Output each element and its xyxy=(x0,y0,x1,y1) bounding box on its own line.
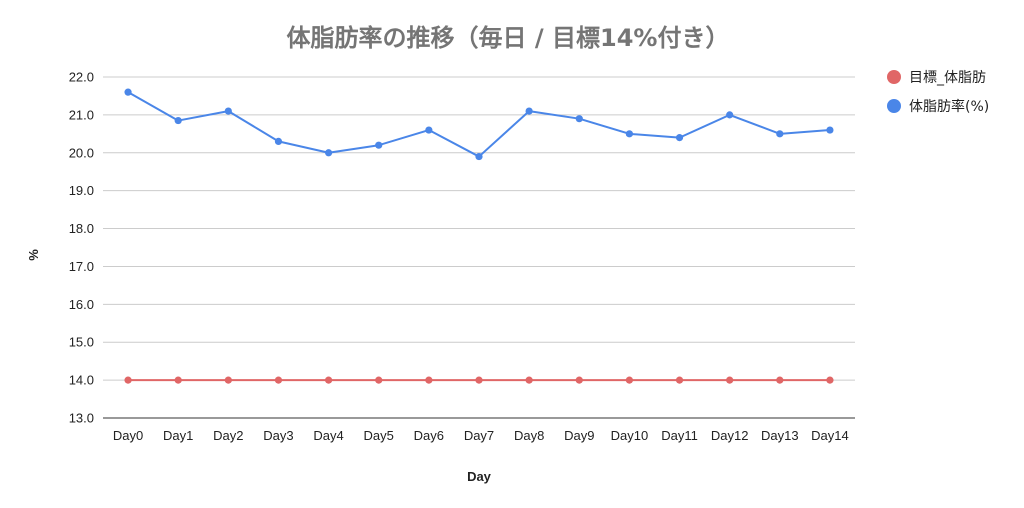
y-tick-label: 16.0 xyxy=(69,297,94,312)
y-tick-label: 19.0 xyxy=(69,183,94,198)
data-point xyxy=(224,376,232,384)
data-point xyxy=(625,376,634,384)
x-tick-label: Day9 xyxy=(564,428,594,443)
x-axis-title: Day xyxy=(467,469,492,484)
x-axis-ticks: Day0 Day1 Day2 Day3 Day4 Day5 Day6 Day7 Day8 Day9… xyxy=(113,428,849,443)
series-layer xyxy=(124,88,834,384)
x-tick-label: Day1 xyxy=(163,428,193,443)
data-point xyxy=(124,376,132,384)
y-axis-title: % xyxy=(26,249,41,261)
x-tick-label: Day10 xyxy=(611,428,649,443)
y-tick-label: 15.0 xyxy=(69,335,94,350)
y-tick-label: 14.0 xyxy=(69,373,94,388)
x-tick-label: Day13 xyxy=(761,428,799,443)
data-point xyxy=(826,126,834,134)
series-line xyxy=(127,91,831,158)
data-point xyxy=(776,130,784,138)
x-tick-label: Day12 xyxy=(711,428,749,443)
data-point xyxy=(375,376,383,384)
data-point xyxy=(325,149,333,157)
legend-label: 体脂肪率(%) xyxy=(909,98,989,115)
legend-marker xyxy=(887,70,901,84)
y-tick-label: 17.0 xyxy=(69,259,94,274)
data-point xyxy=(274,376,283,384)
data-point xyxy=(675,376,684,384)
data-point xyxy=(325,376,333,384)
y-tick-label: 21.0 xyxy=(69,107,94,122)
x-tick-label: Day11 xyxy=(661,428,698,443)
x-tick-label: Day3 xyxy=(263,428,293,443)
x-tick-label: Day2 xyxy=(213,428,243,443)
x-tick-label: Day7 xyxy=(464,428,494,443)
data-point xyxy=(174,116,182,125)
x-tick-label: Day0 xyxy=(113,428,143,443)
data-point xyxy=(776,376,784,384)
chart-title: 体脂肪率の推移（毎日 / 目標14%付き） xyxy=(287,24,730,52)
legend-marker xyxy=(887,99,901,113)
x-tick-label: Day14 xyxy=(811,428,849,443)
data-point xyxy=(475,376,483,384)
data-point xyxy=(726,376,734,384)
data-point xyxy=(525,107,533,115)
data-point xyxy=(625,130,634,138)
data-point xyxy=(826,376,834,384)
data-point xyxy=(224,107,232,115)
legend-label: 目標_体脂肪 xyxy=(909,70,986,86)
y-axis-ticks: 13.0 14.0 15.0 16.0 17.0 18.0 19.0 20.0 21.0 22.0 xyxy=(69,70,94,426)
y-tick-label: 18.0 xyxy=(69,221,94,236)
grid-lines xyxy=(103,76,855,419)
data-point xyxy=(124,88,132,96)
data-point xyxy=(425,376,433,384)
data-point xyxy=(174,376,182,384)
data-point xyxy=(375,141,383,149)
data-point xyxy=(475,152,483,161)
y-tick-label: 20.0 xyxy=(69,145,94,160)
data-point xyxy=(726,111,734,119)
data-point xyxy=(575,115,583,123)
data-point xyxy=(525,376,533,384)
x-tick-label: Day6 xyxy=(414,428,444,443)
data-point xyxy=(575,376,583,384)
x-tick-label: Day4 xyxy=(313,428,343,443)
series-0 xyxy=(124,376,834,384)
data-point xyxy=(274,137,283,146)
y-tick-label: 13.0 xyxy=(69,411,94,426)
data-point xyxy=(675,134,684,142)
y-tick-label: 22.0 xyxy=(69,70,94,85)
x-tick-label: Day8 xyxy=(514,428,544,443)
data-point xyxy=(425,126,433,134)
series-1 xyxy=(124,88,834,161)
x-tick-label: Day5 xyxy=(364,428,394,443)
